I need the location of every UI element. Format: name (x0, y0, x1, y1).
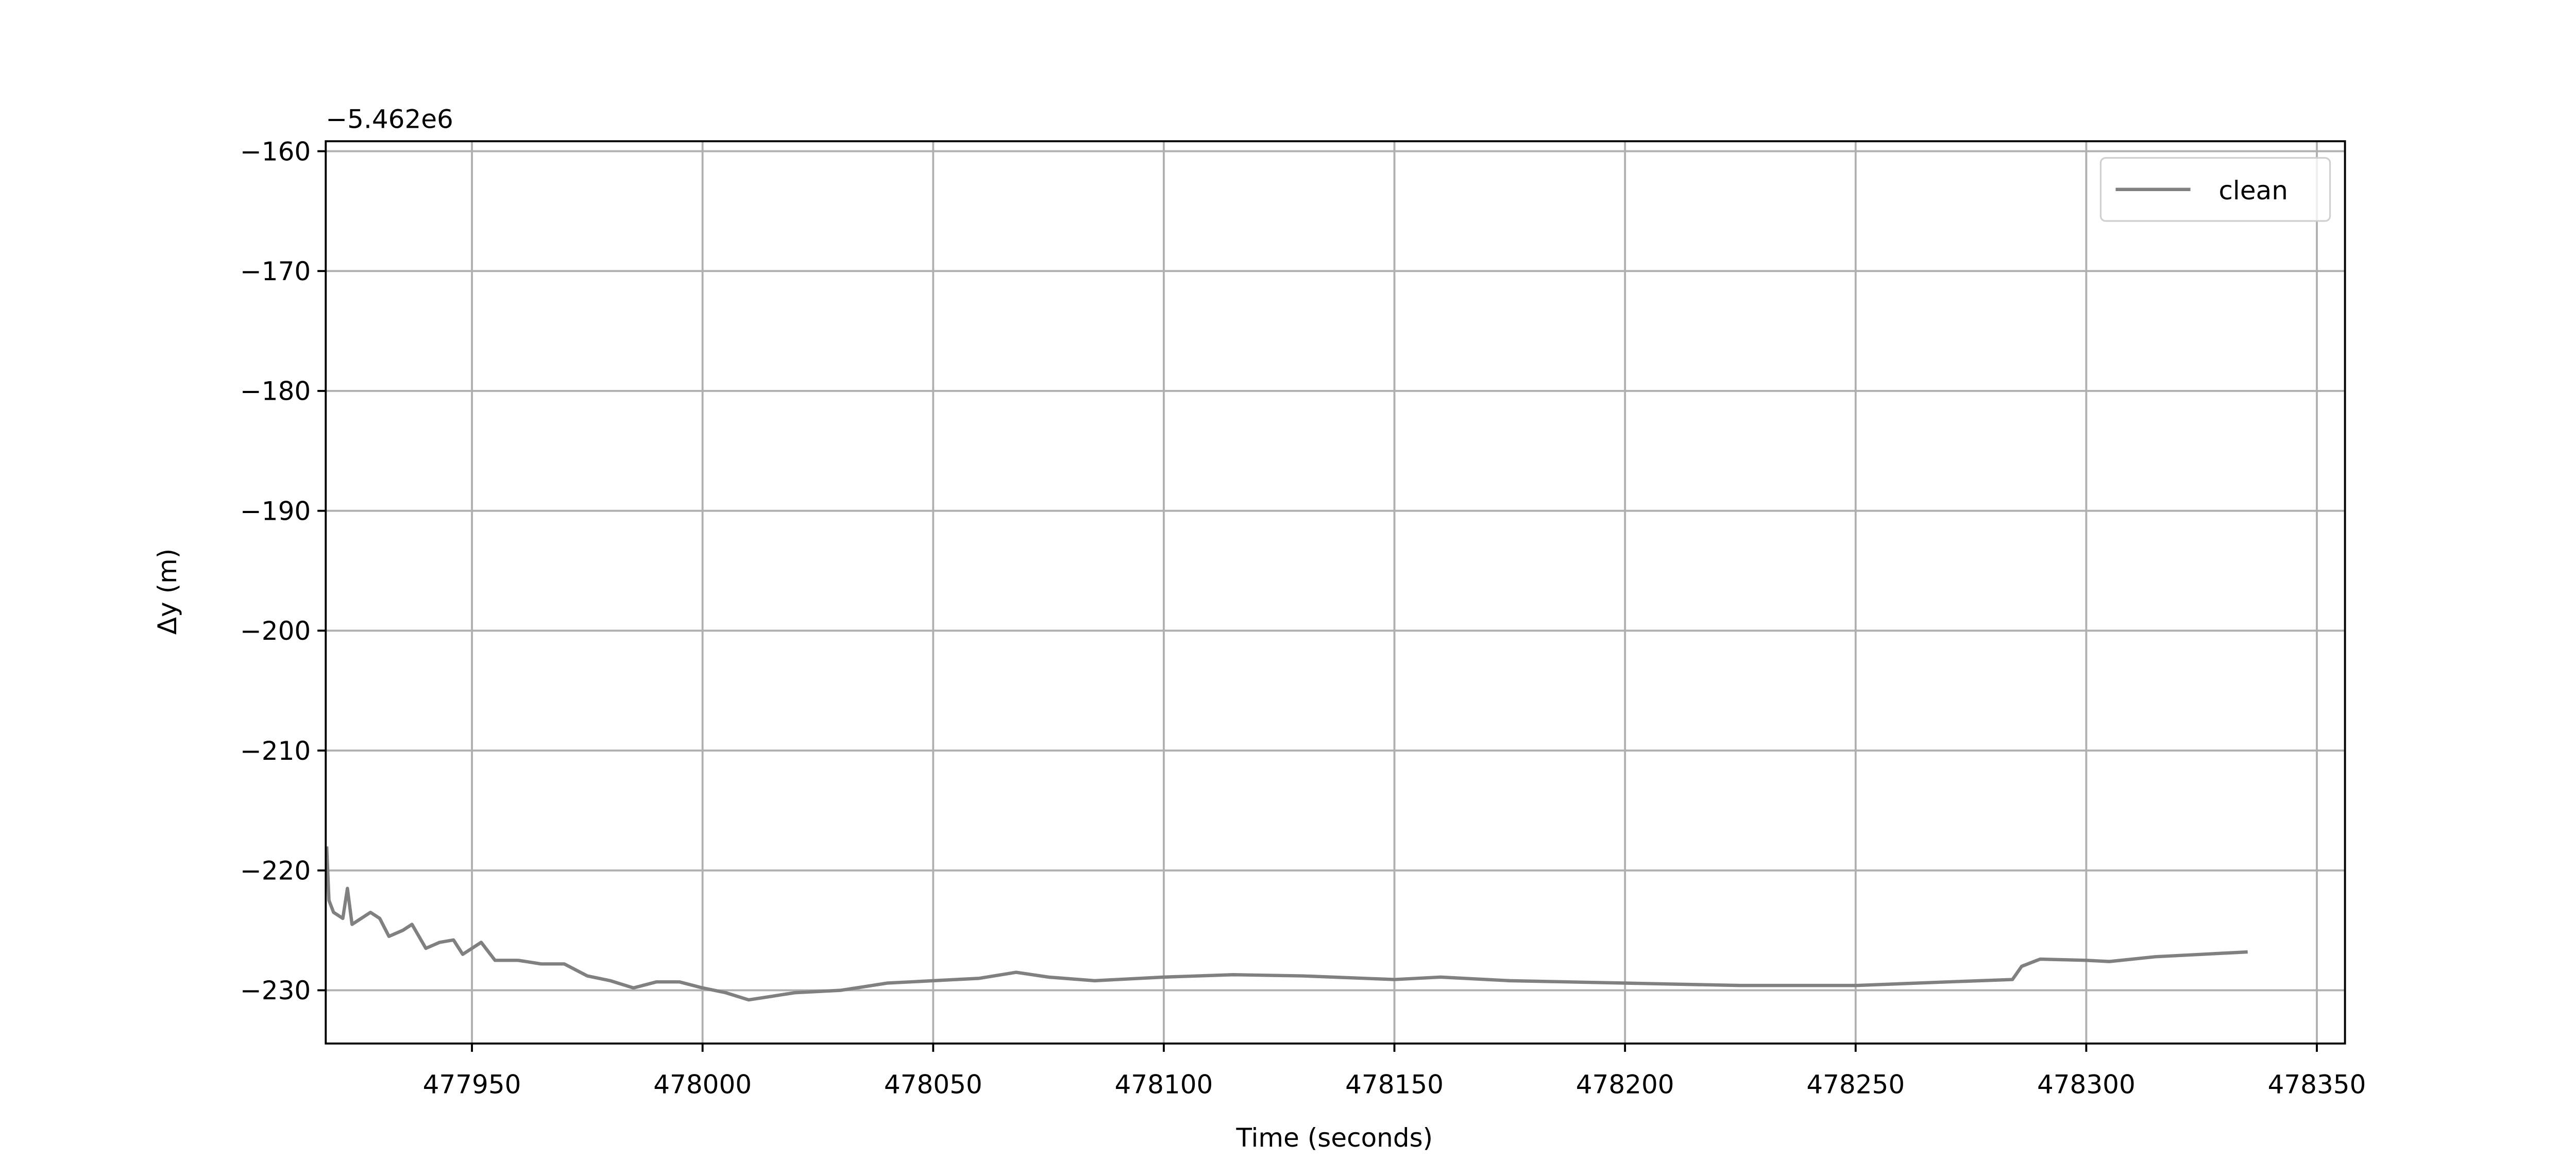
legend-label: clean (2218, 176, 2287, 206)
x-tick-label: 478350 (2268, 1070, 2366, 1100)
y-tick-label: −160 (240, 137, 311, 166)
x-tick-label: 477950 (423, 1070, 521, 1100)
y-tick-label: −220 (240, 856, 311, 886)
x-tick-label: 478100 (1114, 1070, 1213, 1100)
y-tick-label: −210 (240, 736, 311, 766)
y-tick-label: −200 (240, 616, 311, 646)
x-tick-label: 478300 (2037, 1070, 2136, 1100)
x-tick-label: 478200 (1576, 1070, 1674, 1100)
data-line (326, 846, 2248, 1002)
x-tick-label: 478150 (1345, 1070, 1444, 1100)
x-tick-label: 478050 (884, 1070, 982, 1100)
x-tick-label: 478000 (653, 1070, 752, 1100)
y-tick-label: −170 (240, 257, 311, 286)
x-axis-label: Time (seconds) (1236, 1123, 1433, 1153)
x-tick-label: 478250 (1806, 1070, 1905, 1100)
y-offset-text: −5.462e6 (326, 104, 453, 134)
y-tick-label: −190 (240, 496, 311, 526)
y-axis-label: Δy (m) (152, 549, 182, 635)
plot-frame (325, 140, 2346, 1045)
y-tick-label: −180 (240, 377, 311, 406)
legend-box (2099, 157, 2331, 222)
y-tick-label: −230 (240, 976, 311, 1005)
